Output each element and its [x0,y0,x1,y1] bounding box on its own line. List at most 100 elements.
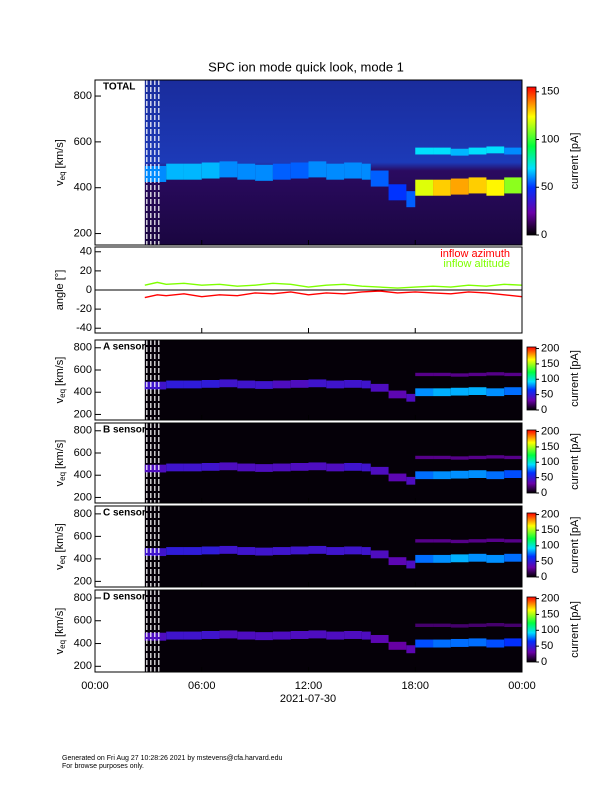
speed-band [344,162,362,179]
colorbar-tick-label: 50 [541,640,553,652]
y-label-symbol: v [54,564,66,570]
speed-band [219,379,238,388]
colorbar-label: current [pA] [569,517,581,574]
speed-band [388,641,407,650]
speed-band [344,380,362,388]
secondary-band [450,373,469,377]
colorbar-tick-label: 100 [541,373,559,385]
speed-band [504,177,522,194]
secondary-band [433,455,451,460]
panel-name: A sensor [103,342,146,353]
speed-band [166,163,184,180]
speed-band [433,554,451,563]
secondary-band [468,623,487,628]
speed-band [166,463,184,472]
speed-band [344,463,362,471]
speed-band [361,463,371,472]
speed-band [361,547,371,555]
speed-band [255,164,273,181]
footer-line: For browse purposes only. [62,763,144,770]
secondary-band [415,539,434,543]
speed-band [504,470,522,478]
speed-band [166,547,184,555]
speed-band [144,632,167,641]
y-label-unit: [km/s] [54,357,66,386]
spectrogram-background [144,340,523,420]
x-tick-label: 12:00 [295,680,323,692]
secondary-band [415,623,434,628]
speed-band [504,387,522,395]
colorbar-tick-label: 150 [541,86,559,98]
panel-name: D sensor [103,592,146,603]
secondary-band [504,147,522,155]
speed-band [144,381,167,390]
y-label-symbol: v [54,648,66,654]
speed-band [406,645,416,654]
speed-band [433,471,451,480]
y-tick-label: 600 [74,136,92,148]
y-axis-label: veq [km/s] [54,357,67,404]
speed-band [144,464,167,473]
secondary-band [504,372,522,377]
speed-band [255,381,273,389]
legend-entry: inflow azimuth [440,248,510,260]
secondary-band [433,372,451,377]
speed-band [388,184,407,201]
speed-band [201,463,220,471]
secondary-band [468,372,487,377]
speed-band [370,634,389,643]
colorbar-tick-label: 100 [541,624,559,636]
colorbar [526,512,537,578]
speed-band [388,473,407,482]
colorbar [526,86,537,236]
y-label-subscript: eq [58,171,67,180]
speed-band [370,383,389,392]
y-tick-label: 400 [74,469,92,481]
speed-band [388,557,407,566]
x-axis-label: 2021-07-30 [280,693,336,705]
colorbar-tick-label: 150 [541,524,559,536]
speed-band [468,553,487,562]
speed-band [486,388,505,397]
y-axis-label: veq [km/s] [54,608,67,655]
panel-name: C sensor [103,508,146,519]
speed-band [486,639,505,648]
y-tick-label: 0 [86,284,92,296]
speed-band [450,470,469,479]
x-tick-label: 00:00 [81,680,109,692]
speed-band [388,390,407,399]
speed-band [237,631,256,640]
secondary-band [504,455,522,460]
panel-name: B sensor [103,425,146,436]
y-tick-label: 800 [74,90,92,102]
panel-name: TOTAL [103,82,135,93]
colorbar [526,429,537,494]
speed-band [361,163,371,180]
colorbar [526,346,537,411]
speed-band [219,462,238,471]
speed-band [406,191,416,208]
y-tick-label: 200 [74,575,92,587]
speed-band [237,547,256,555]
x-tick-label: 06:00 [188,680,216,692]
speed-band [450,554,469,563]
spectrogram-background [144,423,523,503]
speed-band [237,463,256,472]
y-tick-label: 600 [74,447,92,459]
y-tick-label: 200 [74,660,92,672]
secondary-band [415,147,434,155]
speed-band [406,393,416,402]
speed-band [433,179,451,196]
secondary-band [486,623,505,627]
secondary-band [433,623,451,628]
y-tick-label: 600 [74,364,92,376]
speed-band [504,553,522,562]
speed-band [201,546,220,555]
speed-band [326,547,345,555]
secondary-band [468,539,487,543]
secondary-band [468,147,487,155]
speed-band [326,463,345,472]
colorbar-tick-label: 0 [541,571,547,583]
speed-band [272,380,291,389]
